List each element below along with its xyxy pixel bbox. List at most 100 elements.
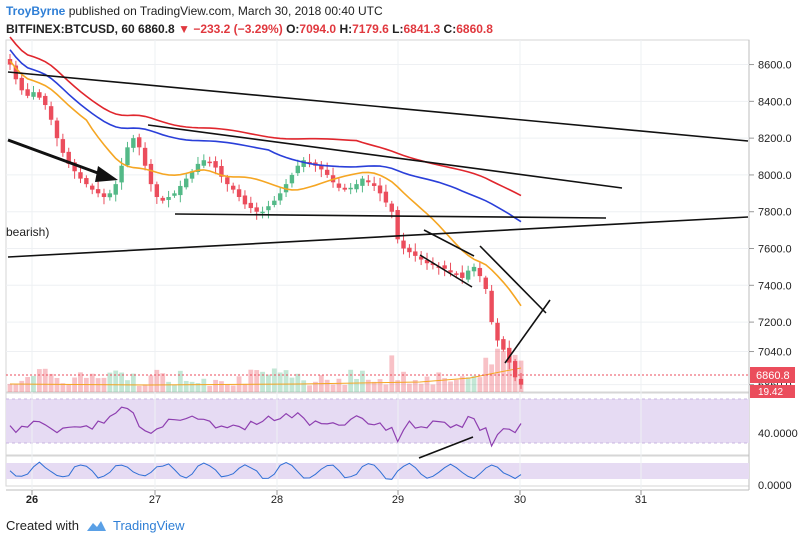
candle-body <box>289 174 295 184</box>
x-tick-label: 31 <box>635 494 647 506</box>
volume-bar <box>160 373 166 392</box>
candle-body <box>230 185 236 190</box>
candle-body <box>489 290 494 323</box>
y-tick-label: 8600.0 <box>758 60 792 72</box>
open-label: O: <box>286 22 300 36</box>
close-label: C: <box>443 22 457 36</box>
volume-bar <box>395 380 401 392</box>
volume-bar <box>371 381 377 392</box>
candle-body <box>172 193 177 196</box>
volume-bar <box>348 369 354 392</box>
candle-body <box>72 162 77 172</box>
volume-bar <box>495 348 500 392</box>
open-value: 7094.0 <box>299 22 337 36</box>
rsi-polyline <box>9 406 522 448</box>
tradingview-link[interactable]: TradingView <box>112 518 185 533</box>
volume-bar <box>148 375 154 392</box>
tradingview-cloud-icon <box>86 521 106 531</box>
candle-body <box>272 200 277 205</box>
volume-bar <box>271 368 277 392</box>
candle-body <box>125 147 130 166</box>
volume-bar <box>383 384 389 392</box>
candle-body <box>242 195 248 205</box>
trendlines <box>7 71 749 459</box>
volume-bar <box>230 385 236 392</box>
volume-bar <box>477 377 483 392</box>
candle-body <box>48 106 54 120</box>
ma-blue-line <box>9 49 522 223</box>
volume-bar <box>266 374 271 392</box>
volume-bar <box>448 381 453 392</box>
last-price: 6860.8 <box>138 22 175 36</box>
candle-body <box>448 270 453 273</box>
volume-bar <box>54 377 60 392</box>
candle-body <box>84 178 89 185</box>
volume-bar <box>183 380 189 392</box>
volume-bar <box>125 380 130 392</box>
candle-body <box>131 138 136 148</box>
candle-body <box>501 339 506 350</box>
y-tick-label: 7400.0 <box>758 280 792 292</box>
stoch-level-text: 0.0000 <box>758 480 792 492</box>
y-tick-label: 7040.0 <box>758 347 792 359</box>
current-price-text: 6860.8 <box>756 370 790 382</box>
y-tick-label: 7200.0 <box>758 317 792 329</box>
candle-body <box>207 161 212 164</box>
author-name[interactable]: TroyByrne <box>6 4 66 18</box>
arrow-icon <box>7 138 118 182</box>
wedge-upper <box>479 245 547 314</box>
candle-body <box>95 189 101 194</box>
trendline-support <box>174 213 607 219</box>
x-axis-labels: 26 27 28 29 30 31 <box>26 490 647 506</box>
volume-badge <box>750 385 795 398</box>
volume-bar <box>295 373 301 392</box>
candle-body <box>101 193 107 198</box>
candle-body <box>178 185 183 196</box>
y-tick-label: 8200.0 <box>758 133 792 145</box>
candle-body <box>43 95 48 106</box>
volume-bar <box>307 385 312 392</box>
volume-bar <box>260 371 265 392</box>
volume-bar <box>377 379 383 392</box>
volume-bar <box>330 384 336 392</box>
volume-bar <box>424 376 430 392</box>
volume-bar <box>354 378 359 392</box>
candle-body <box>31 92 36 97</box>
volume-bar <box>313 381 318 392</box>
candle-body <box>19 77 24 91</box>
stoch-band <box>6 463 749 479</box>
candles <box>7 54 524 389</box>
candle-body <box>160 197 165 201</box>
candle-body <box>512 361 518 378</box>
candle-body <box>277 193 283 201</box>
volume-bar <box>407 383 412 392</box>
volume-bar <box>365 379 371 392</box>
y-tick-label: 7800.0 <box>758 207 792 219</box>
candle-body <box>260 211 265 214</box>
y-tick-label: 7600.0 <box>758 244 792 256</box>
volume-bar <box>172 384 177 392</box>
volume-bar <box>342 384 348 392</box>
volume-bar <box>177 370 183 392</box>
volume-bar <box>195 383 201 392</box>
volume-bar <box>242 383 248 392</box>
candle-body <box>219 165 224 177</box>
x-tick-label: 26 <box>26 494 38 506</box>
volume-bar <box>506 355 512 392</box>
volume-bar <box>130 373 136 392</box>
candle-body <box>460 272 465 278</box>
stoch-polyline <box>9 461 522 480</box>
candle-body <box>465 270 471 280</box>
volume-bar <box>389 355 395 392</box>
candle-body <box>389 203 394 212</box>
y-axis-labels: 8600.0 8400.0 8200.0 8000.0 7800.0 7600.0 7400… <box>749 60 792 392</box>
candle-body <box>371 183 377 186</box>
candle-body <box>377 185 383 194</box>
volume-bar <box>207 385 213 392</box>
candle-body <box>324 169 330 175</box>
candle-body <box>383 191 389 203</box>
moving-averages <box>9 36 522 307</box>
candle-body <box>319 164 324 170</box>
volume-text: 19.42 <box>758 387 783 398</box>
